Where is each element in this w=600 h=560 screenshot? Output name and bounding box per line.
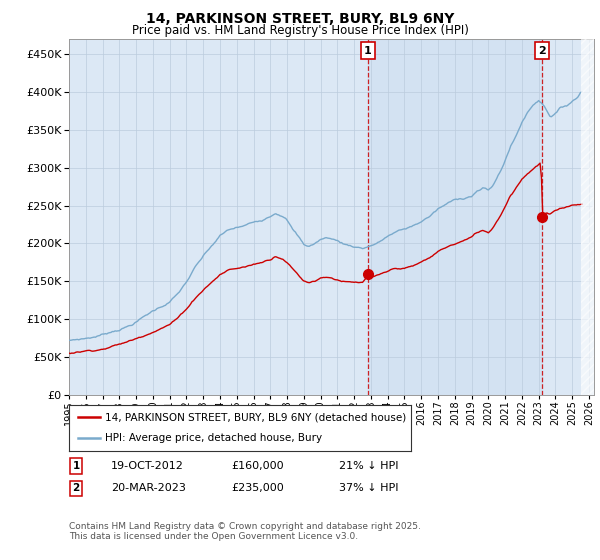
- Text: 14, PARKINSON STREET, BURY, BL9 6NY (detached house): 14, PARKINSON STREET, BURY, BL9 6NY (det…: [105, 412, 406, 422]
- Text: £160,000: £160,000: [231, 461, 284, 471]
- Text: £235,000: £235,000: [231, 483, 284, 493]
- Text: 1: 1: [364, 45, 371, 55]
- Text: 1: 1: [73, 461, 80, 471]
- Text: 37% ↓ HPI: 37% ↓ HPI: [339, 483, 398, 493]
- Text: 19-OCT-2012: 19-OCT-2012: [111, 461, 184, 471]
- Text: Price paid vs. HM Land Registry's House Price Index (HPI): Price paid vs. HM Land Registry's House …: [131, 24, 469, 37]
- Text: 2: 2: [73, 483, 80, 493]
- Text: 14, PARKINSON STREET, BURY, BL9 6NY: 14, PARKINSON STREET, BURY, BL9 6NY: [146, 12, 454, 26]
- Text: HPI: Average price, detached house, Bury: HPI: Average price, detached house, Bury: [105, 433, 322, 444]
- Bar: [368, 39, 542, 395]
- Text: 21% ↓ HPI: 21% ↓ HPI: [339, 461, 398, 471]
- Text: Contains HM Land Registry data © Crown copyright and database right 2025.
This d: Contains HM Land Registry data © Crown c…: [69, 522, 421, 542]
- Bar: [581, 39, 594, 395]
- Text: 2: 2: [538, 45, 546, 55]
- Text: 20-MAR-2023: 20-MAR-2023: [111, 483, 186, 493]
